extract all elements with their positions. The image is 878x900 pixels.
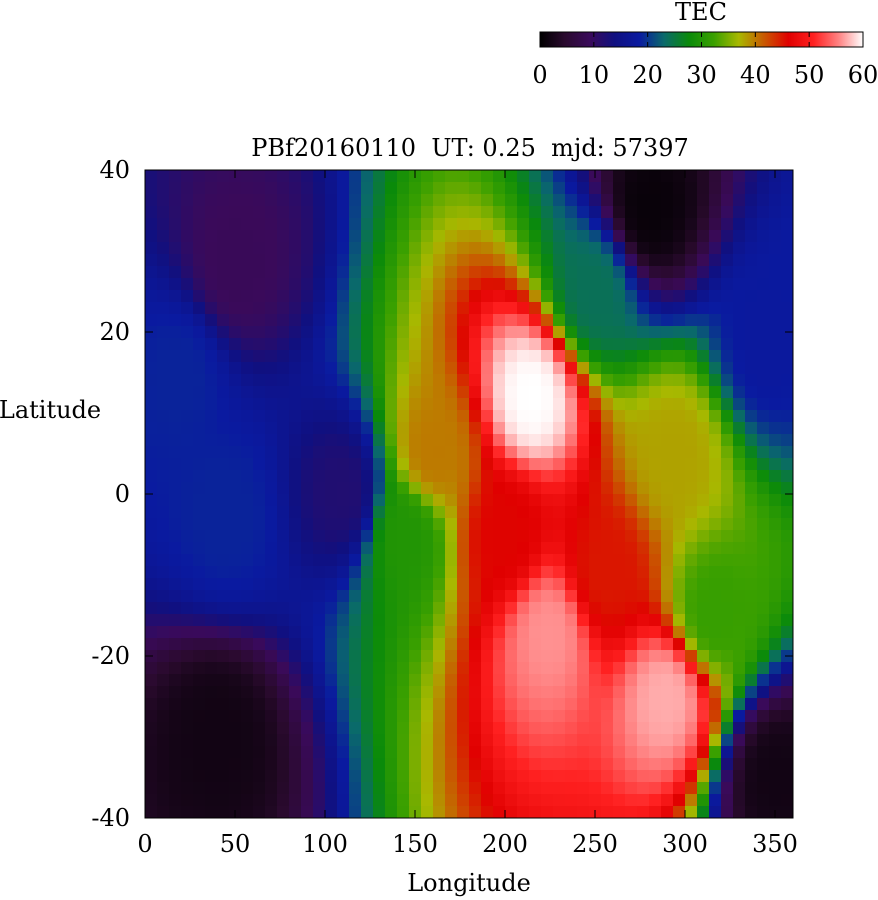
- y-tick-label: -40: [91, 804, 130, 832]
- x-tick-label: 300: [662, 830, 708, 858]
- x-tick-label: 150: [392, 830, 438, 858]
- y-axis-label: Latitude: [0, 396, 101, 424]
- x-tick-label: 250: [572, 830, 618, 858]
- x-tick-label: 50: [220, 830, 251, 858]
- x-axis-ticks: 0 50 100 150 200 250 300 350: [137, 170, 798, 858]
- chart-title: PBf20160110 UT: 0.25 mjd: 57397: [251, 134, 689, 162]
- colorbar-label: TEC: [675, 0, 727, 26]
- y-tick-label: -20: [91, 642, 130, 670]
- colorbar-tick-label: 40: [740, 61, 771, 89]
- x-tick-label: 200: [482, 830, 528, 858]
- y-tick-label: 0: [115, 480, 130, 508]
- colorbar-ticks: 0 10 20 30 40 50 60: [532, 32, 878, 89]
- x-tick-label: 100: [302, 830, 348, 858]
- y-axis-ticks: 40 20 0 -20 -40: [91, 156, 793, 832]
- y-tick-label: 40: [99, 156, 130, 184]
- colorbar-tick-label: 10: [579, 61, 610, 89]
- x-tick-label: 0: [137, 830, 152, 858]
- colorbar-tick-label: 60: [848, 61, 878, 89]
- heatmap-image: [145, 170, 793, 818]
- colorbar: TEC 0 10 20 30 40 50 60: [532, 0, 878, 89]
- colorbar-tick-label: 20: [632, 61, 663, 89]
- y-tick-label: 20: [99, 318, 130, 346]
- colorbar-tick-label: 50: [794, 61, 825, 89]
- x-axis-label: Longitude: [407, 869, 531, 897]
- colorbar-tick-label: 0: [532, 61, 547, 89]
- colorbar-tick-label: 30: [686, 61, 717, 89]
- x-tick-label: 350: [752, 830, 798, 858]
